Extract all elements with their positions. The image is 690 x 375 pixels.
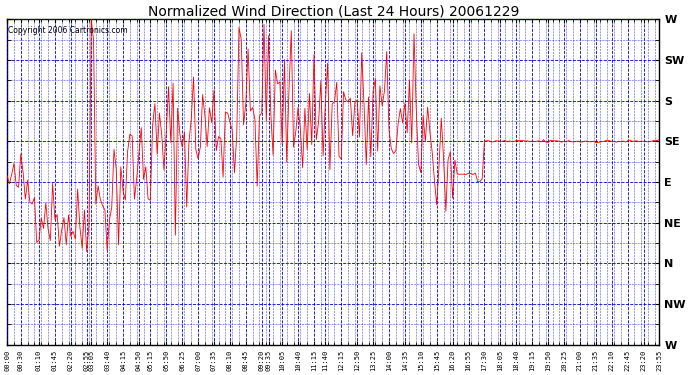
- Text: Copyright 2006 Cartronics.com: Copyright 2006 Cartronics.com: [8, 26, 128, 35]
- Title: Normalized Wind Direction (Last 24 Hours) 20061229: Normalized Wind Direction (Last 24 Hours…: [148, 4, 519, 18]
